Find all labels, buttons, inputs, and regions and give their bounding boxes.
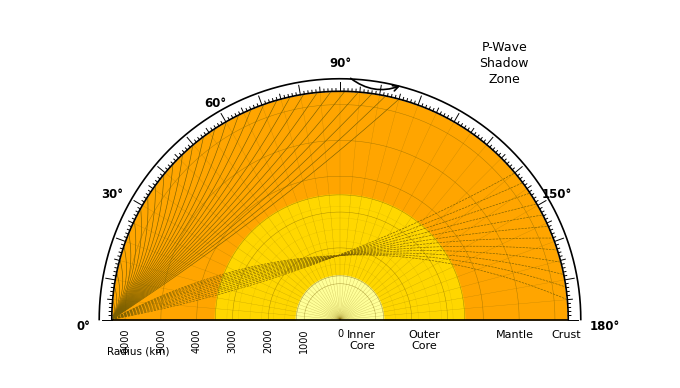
Text: 2000: 2000	[263, 329, 273, 353]
Text: Crust: Crust	[551, 330, 581, 340]
Text: Inner
Core: Inner Core	[347, 330, 376, 352]
Text: 1000: 1000	[299, 329, 309, 353]
Text: 0: 0	[337, 329, 343, 339]
Polygon shape	[112, 91, 568, 320]
Text: 6000: 6000	[120, 329, 130, 353]
Text: 60°: 60°	[204, 97, 226, 109]
Text: 180°: 180°	[590, 320, 620, 333]
Text: Outer
Core: Outer Core	[408, 330, 440, 352]
Text: 4000: 4000	[192, 329, 202, 353]
Text: Mantle: Mantle	[496, 330, 534, 340]
Text: P-Wave
Shadow
Zone: P-Wave Shadow Zone	[479, 41, 529, 86]
Text: 30°: 30°	[101, 188, 124, 201]
Text: 3000: 3000	[228, 329, 237, 353]
Text: 0°: 0°	[76, 320, 90, 333]
Text: 150°: 150°	[541, 188, 572, 201]
Text: Radius (km): Radius (km)	[107, 347, 170, 357]
Polygon shape	[296, 276, 384, 320]
Text: 90°: 90°	[329, 57, 351, 69]
Polygon shape	[99, 79, 581, 320]
Text: 5000: 5000	[156, 329, 166, 353]
Polygon shape	[216, 195, 464, 320]
